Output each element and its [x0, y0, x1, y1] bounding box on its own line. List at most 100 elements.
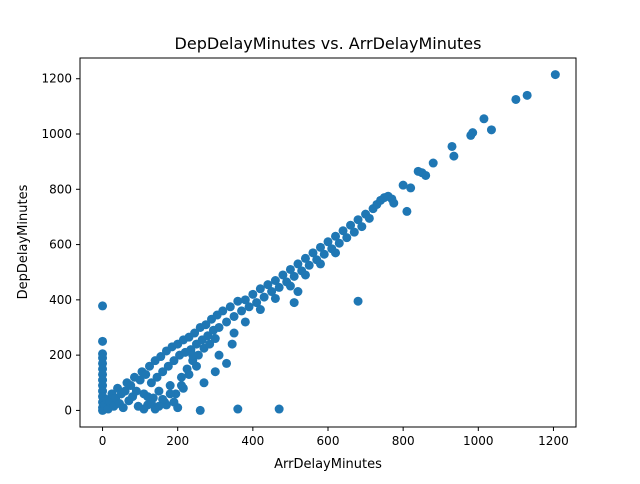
scatter-point	[319, 249, 329, 259]
y-tick-label: 1200	[41, 72, 72, 86]
scatter-point	[218, 306, 228, 316]
scatter-point	[227, 339, 237, 349]
scatter-point	[237, 306, 247, 316]
y-tick-label: 600	[49, 238, 72, 252]
scatter-point	[156, 352, 166, 362]
scatter-point	[274, 282, 284, 292]
scatter-point	[120, 386, 130, 396]
scatter-point	[353, 215, 363, 225]
scatter-point	[131, 386, 141, 396]
scatter-point	[331, 248, 341, 258]
y-tick-label: 800	[49, 182, 72, 196]
scatter-point	[188, 350, 198, 360]
scatter-point	[184, 369, 194, 379]
scatter-point	[240, 295, 250, 305]
scatter-point	[274, 404, 284, 414]
scatter-point	[233, 296, 243, 306]
scatter-point	[199, 378, 209, 388]
scatter-point	[145, 361, 155, 371]
scatter-point	[550, 70, 560, 80]
scatter-point	[222, 317, 232, 327]
scatter-point	[449, 151, 459, 161]
scatter-point	[285, 264, 295, 274]
scatter-point	[479, 114, 489, 124]
scatter-point	[214, 322, 224, 332]
scatter-point	[255, 305, 265, 315]
scatter-point	[289, 298, 299, 308]
scatter-point	[190, 328, 200, 338]
scatter-point	[255, 284, 265, 294]
scatter-point	[222, 358, 232, 368]
scatter-point	[278, 270, 288, 280]
scatter-point	[300, 253, 310, 263]
scatter-point	[398, 180, 408, 190]
scatter-point	[165, 389, 175, 399]
scatter-point	[267, 287, 277, 297]
scatter-point	[421, 170, 431, 180]
scatter-point	[229, 328, 239, 338]
scatter-point	[158, 367, 168, 377]
scatter-point	[126, 381, 136, 391]
scatter-point	[233, 404, 243, 414]
scatter-point	[293, 287, 303, 297]
scatter-point	[252, 298, 262, 308]
scatter-point	[139, 404, 149, 414]
scatter-point	[141, 369, 151, 379]
scatter-point	[191, 361, 201, 371]
scatter-point	[364, 213, 374, 223]
scatter-point	[225, 302, 235, 312]
scatter-point	[169, 356, 179, 366]
x-tick-label: 600	[317, 434, 340, 448]
scatter-point	[353, 296, 363, 306]
scatter-point	[468, 128, 478, 138]
scatter-point	[389, 198, 399, 208]
scatter-point	[522, 90, 532, 100]
scatter-point	[118, 403, 128, 413]
scatter-point	[146, 378, 156, 388]
scatter-point	[98, 336, 108, 346]
scatter-point	[240, 317, 250, 327]
y-axis-ticks: 0 200 400 600 800 1000 1200	[41, 72, 80, 417]
scatter-point	[229, 311, 239, 321]
scatter-point	[300, 270, 310, 280]
chart-title: DepDelayMinutes vs. ArrDelayMinutes	[175, 34, 482, 53]
scatter-point	[165, 381, 175, 391]
scatter-point	[346, 220, 356, 230]
scatter-point	[152, 372, 162, 382]
scatter-point	[315, 242, 325, 252]
scatter-point	[402, 206, 412, 216]
points-layer	[98, 70, 560, 415]
scatter-point	[331, 231, 341, 241]
scatter-point	[304, 260, 314, 270]
x-tick-label: 800	[392, 434, 415, 448]
scatter-point	[285, 281, 295, 291]
scatter-point	[259, 292, 269, 302]
scatter-point	[146, 399, 156, 409]
scatter-point	[98, 301, 108, 311]
scatter-point	[263, 280, 273, 290]
scatter-point	[154, 386, 164, 396]
scatter-point	[244, 302, 254, 312]
x-tick-label: 1200	[538, 434, 569, 448]
scatter-point	[195, 405, 205, 415]
scatter-point	[447, 141, 457, 151]
scatter-point	[210, 334, 220, 344]
y-tick-label: 0	[64, 403, 72, 417]
x-tick-label: 1000	[463, 434, 494, 448]
x-tick-label: 200	[166, 434, 189, 448]
plot-frame	[79, 57, 577, 428]
scatter-point	[315, 259, 325, 269]
x-tick-label: 0	[99, 434, 107, 448]
scatter-point	[406, 183, 416, 193]
y-tick-label: 200	[49, 348, 72, 362]
scatter-point	[270, 293, 280, 303]
scatter-point	[143, 392, 153, 402]
scatter-point	[205, 339, 215, 349]
scatter-point	[203, 331, 213, 341]
x-axis-label: ArrDelayMinutes	[274, 457, 382, 472]
scatter-point	[334, 238, 344, 248]
scatter-point	[270, 276, 280, 286]
x-axis-ticks: 0 200 400 600 800 1000 1200	[99, 427, 569, 448]
